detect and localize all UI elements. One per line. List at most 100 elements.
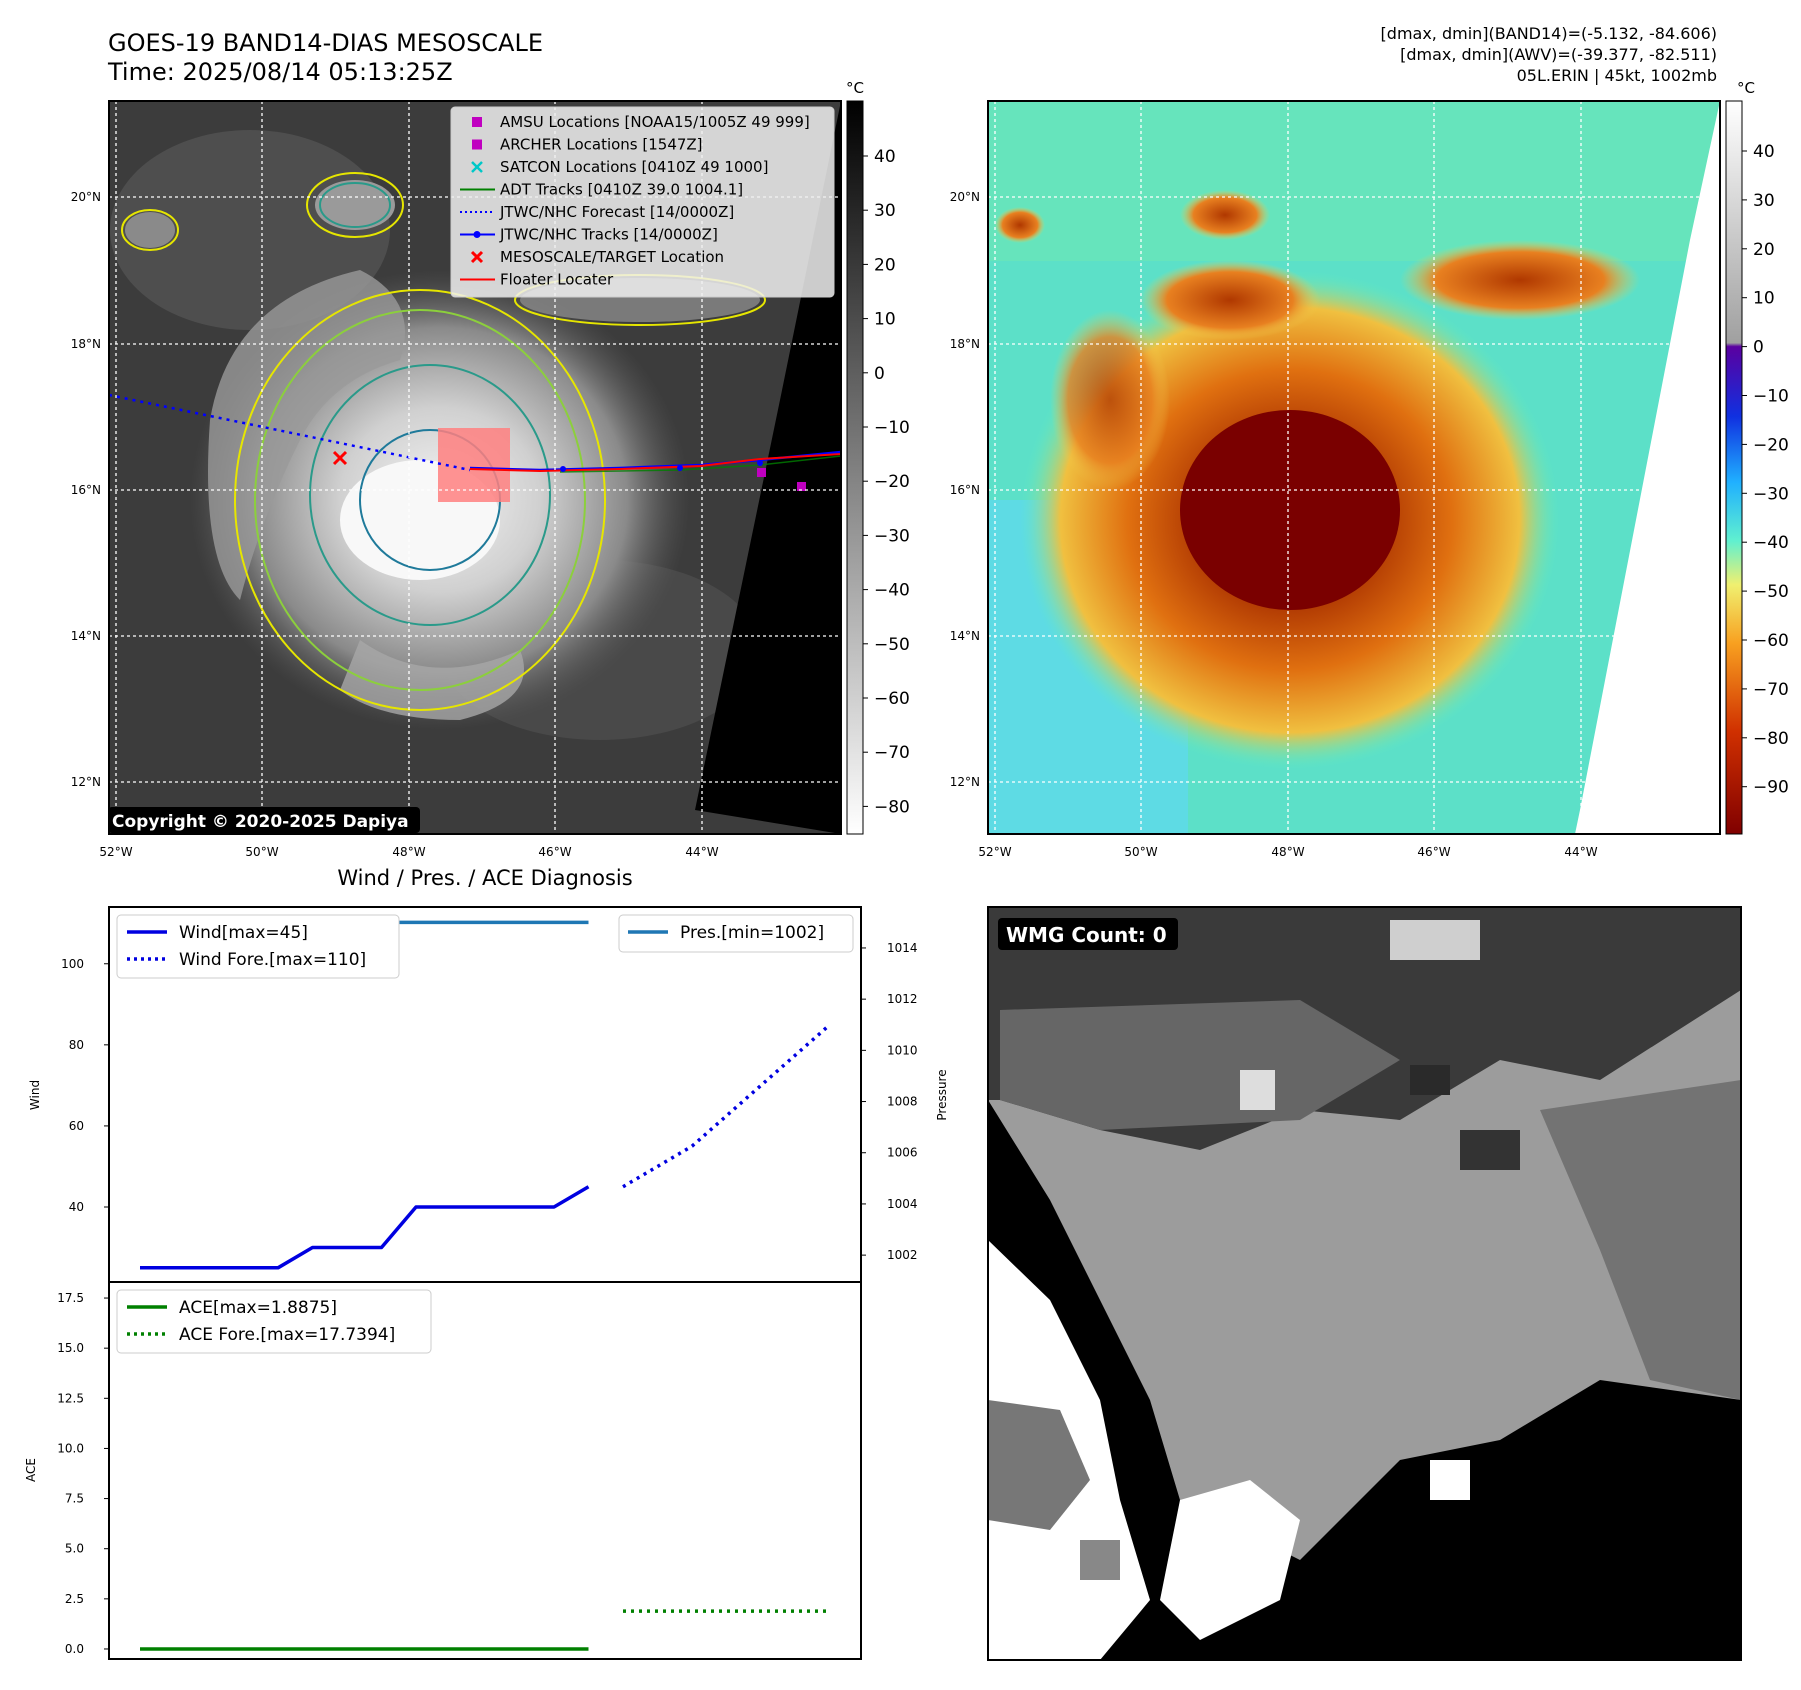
pressure-tick-label: 1008 <box>887 1095 918 1109</box>
wv-lat-label: 20°N <box>950 190 980 204</box>
wmg-count-label: WMG Count: 0 <box>1006 923 1167 947</box>
colorbar-tick-label: −70 <box>874 743 910 763</box>
ir-lon-label: 44°W <box>685 845 718 859</box>
colorbar-tick-label: −80 <box>1753 729 1789 749</box>
wv-lat-label: 14°N <box>950 629 980 643</box>
wv-lat-label: 12°N <box>950 775 980 789</box>
colorbar-tick-label: −20 <box>1753 435 1789 455</box>
wv-lon-label: 48°W <box>1271 845 1304 859</box>
ace-tick-label: 17.5 <box>57 1291 84 1305</box>
ace-tick-label: 10.0 <box>57 1441 84 1455</box>
wv-lat-label: 18°N <box>950 337 980 351</box>
wv-colorbar: °C 40 30 20 10 0 −10 −20 −30 −40 −50 −60 −70 −80 −90 <box>1725 79 1789 835</box>
wv-lon-labels: 52°W 50°W 48°W 46°W 44°W <box>978 845 1597 859</box>
wv-colorbar-unit: °C <box>1737 79 1755 97</box>
wv-lon-label: 44°W <box>1564 845 1597 859</box>
pressure-tick-label: 1012 <box>887 992 918 1006</box>
colorbar-tick-label: −10 <box>1753 387 1789 407</box>
legend-entry-label: JTWC/NHC Forecast [14/0000Z] <box>499 203 734 221</box>
legend-ace-forecast-label: ACE Fore.[max=17.7394] <box>179 1325 395 1345</box>
wind-legend: Wind[max=45] Wind Fore.[max=110] <box>116 914 400 979</box>
colorbar-tick-label: −40 <box>1753 533 1789 553</box>
colorbar-tick-label: 30 <box>874 201 896 221</box>
ace-legend: ACE[max=1.8875] ACE Fore.[max=17.7394] <box>116 1289 432 1354</box>
ir-lon-label: 46°W <box>538 845 571 859</box>
wind-tick-label: 40 <box>69 1200 84 1214</box>
pressure-axis-label: Pressure <box>935 1069 949 1120</box>
ir-colorbar: °C 40 30 20 10 0 −10 −20 −30 −40 −50 −60 −70 −80 <box>846 79 910 835</box>
colorbar-tick-label: 40 <box>1753 142 1775 162</box>
legend-swatch-x <box>471 161 483 173</box>
colorbar-tick-label: −50 <box>874 635 910 655</box>
legend-entry-label: JTWC/NHC Tracks [14/0000Z] <box>499 226 718 244</box>
legend-swatch-square <box>472 139 482 150</box>
figure-time: Time: 2025/08/14 05:13:25Z <box>107 58 453 86</box>
colorbar-tick-label: 20 <box>874 255 896 275</box>
colorbar-tick-label: 40 <box>874 147 896 167</box>
colorbar-tick-label: −30 <box>874 526 910 546</box>
colorbar-tick-label: 20 <box>1753 240 1775 260</box>
legend-entry-label: SATCON Locations [0410Z 49 1000] <box>500 158 768 176</box>
pressure-legend: Pres.[min=1002] <box>618 914 854 953</box>
colorbar-tick-label: −10 <box>874 418 910 438</box>
figure-title: GOES-19 BAND14-DIAS MESOSCALE <box>108 29 543 57</box>
colorbar-tick-label: 10 <box>874 310 896 330</box>
wv-lon-label: 52°W <box>978 845 1011 859</box>
colorbar-tick-label: −30 <box>1753 484 1789 504</box>
legend-pressure-label: Pres.[min=1002] <box>680 923 824 943</box>
pressure-tick-label: 1010 <box>887 1043 918 1057</box>
wind-tick-label: 60 <box>69 1119 84 1133</box>
ir-lat-label: 20°N <box>71 190 101 204</box>
wv-lat-labels: 20°N 18°N 16°N 14°N 12°N <box>950 190 980 789</box>
wind-pressure-chart: Wind / Pres. / ACE Diagnosis 40 60 80 100 1… <box>28 866 949 1283</box>
wind-tick-label: 80 <box>69 1038 84 1052</box>
pressure-tick-label: 1004 <box>887 1197 918 1211</box>
colorbar-tick-label: −90 <box>1753 778 1789 798</box>
colorbar-tick-label: −70 <box>1753 680 1789 700</box>
wv-gridlines <box>988 101 1720 834</box>
pressure-tick-label: 1006 <box>887 1146 918 1160</box>
legend-wind-forecast-label: Wind Fore.[max=110] <box>179 950 366 970</box>
legend-entry-label: MESOSCALE/TARGET Location <box>500 248 724 266</box>
dmax-dmin-awv: [dmax, dmin](AWV)=(-39.377, -82.511) <box>1400 45 1717 64</box>
wind-axis-label: Wind <box>28 1080 42 1110</box>
wv-image <box>988 101 1720 834</box>
legend-entry-label: Floater Locater <box>500 271 614 289</box>
pressure-tick-label: 1002 <box>887 1248 918 1262</box>
ir-copyright-badge: Copyright © 2020-2025 Dapiya <box>108 807 420 833</box>
legend-ace-label: ACE[max=1.8875] <box>179 1298 337 1318</box>
ir-legend: AMSU Locations [NOAA15/1005Z 49 999] ARCH… <box>450 106 835 298</box>
ir-lon-label: 52°W <box>99 845 132 859</box>
ir-lat-label: 14°N <box>71 629 101 643</box>
ir-lon-label: 50°W <box>245 845 278 859</box>
diagnosis-title: Wind / Pres. / ACE Diagnosis <box>337 866 632 890</box>
colorbar-tick-label: −20 <box>874 472 910 492</box>
ir-colorbar-unit: °C <box>846 79 864 97</box>
copyright-text: Copyright © 2020-2025 Dapiya <box>112 812 409 832</box>
ir-lat-label: 18°N <box>71 337 101 351</box>
legend-swatch-target <box>470 250 484 264</box>
colorbar-tick-label: −40 <box>874 581 910 601</box>
wmg-image <box>988 907 1741 1660</box>
wind-tick-label: 100 <box>61 957 84 971</box>
colorbar-tick-label: −60 <box>874 689 910 709</box>
ir-panel: 20°N 18°N 16°N 14°N 12°N 52°W 50°W 48°W … <box>71 79 910 859</box>
ace-tick-label: 7.5 <box>65 1492 84 1506</box>
series-line-1 <box>622 1023 832 1189</box>
ace-tick-label: 5.0 <box>65 1542 84 1556</box>
wv-lon-label: 50°W <box>1124 845 1157 859</box>
colorbar-tick-label: 10 <box>1753 289 1775 309</box>
pressure-tick-label: 1014 <box>887 941 918 955</box>
colorbar-tick-label: −50 <box>1753 582 1789 602</box>
ir-lat-labels: 20°N 18°N 16°N 14°N 12°N <box>71 190 101 789</box>
ace-tick-label: 2.5 <box>65 1592 84 1606</box>
colorbar-tick-label: 30 <box>1753 191 1775 211</box>
ace-tick-label: 15.0 <box>57 1341 84 1355</box>
dmax-dmin-band14: [dmax, dmin](BAND14)=(-5.132, -84.606) <box>1381 24 1717 43</box>
ace-axis-label: ACE <box>24 1458 38 1482</box>
legend-entry-label: AMSU Locations [NOAA15/1005Z 49 999] <box>500 113 810 131</box>
colorbar-tick-label: 0 <box>874 364 885 384</box>
storm-info: 05L.ERIN | 45kt, 1002mb <box>1517 66 1717 85</box>
legend-entry-label: ARCHER Locations [1547Z] <box>500 136 703 154</box>
